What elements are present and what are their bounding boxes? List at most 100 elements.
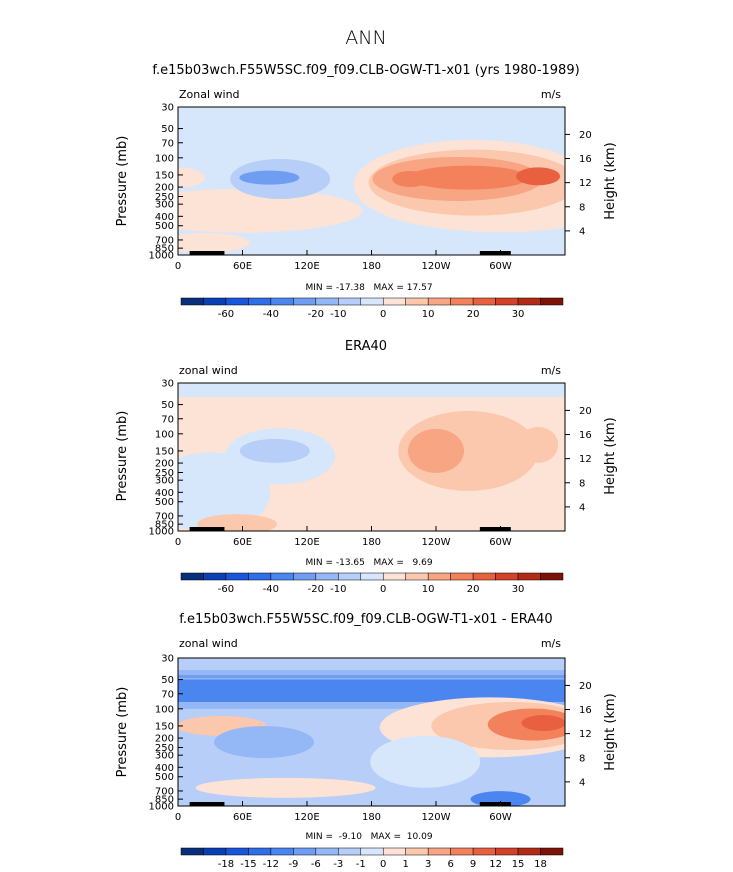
y2-tick-label: 16 [579, 705, 592, 716]
colorbar-swatch [427, 297, 451, 306]
y-tick-label: 30 [161, 379, 174, 390]
colorbar-swatch [203, 847, 227, 856]
colorbar-label: -20 [308, 309, 324, 320]
colorbar: -60 -40 -20 -10 0 10 20 30 [180, 572, 564, 595]
y-tick-label: 70 [161, 414, 174, 425]
colorbar-label: 3 [425, 859, 431, 870]
y-tick-label: 300 [155, 476, 174, 487]
y2-tick-label: 4 [579, 502, 585, 513]
y-tick-label: 300 [155, 200, 174, 211]
y-tick-label: 850 [155, 795, 174, 806]
y-tick-label: 150 [155, 170, 174, 181]
colorbar-swatch [203, 572, 227, 581]
x-tick-label: 60E [233, 537, 252, 548]
land-mask [479, 527, 511, 531]
y2-tick-label: 16 [579, 154, 592, 165]
panel-title: f.e15b03wch.F55W5SC.f09_f09.CLB-OGW-T1-x… [152, 63, 579, 78]
min-max-stats: MIN = -17.38 MAX = 17.57 [305, 283, 432, 293]
colorbar-swatch [450, 572, 474, 581]
y-tick-label: 400 [155, 488, 174, 499]
colorbar-swatch [540, 847, 564, 856]
contour-fill [197, 514, 278, 531]
x-tick-label: 180 [362, 261, 381, 272]
colorbar-swatch [270, 572, 294, 581]
colorbar-label: 9 [470, 859, 476, 870]
y2-tick-label: 8 [579, 478, 585, 489]
land-mask [189, 527, 225, 531]
y2-tick-label: 20 [579, 406, 592, 417]
y2-axis-title: Height (km) [603, 417, 618, 494]
colorbar-swatch [517, 297, 541, 306]
min-max-stats: MIN = -9.10 MAX = 10.09 [305, 832, 432, 842]
y-tick-label: 50 [161, 124, 174, 135]
x-tick-label: 60W [489, 812, 512, 823]
colorbar-swatch [427, 572, 451, 581]
x-tick-label: 120W [422, 537, 451, 548]
y-tick-label: 50 [161, 400, 174, 411]
land-mask [479, 802, 511, 806]
contour-fill [239, 170, 300, 185]
y-tick-label: 100 [155, 429, 174, 440]
y-tick-label: 500 [155, 497, 174, 508]
units-label: m/s [541, 637, 561, 650]
colorbar-label: 15 [512, 859, 525, 870]
y-tick-label: 70 [161, 689, 174, 700]
colorbar-label: -40 [263, 584, 279, 595]
colorbar-swatch [495, 572, 519, 581]
colorbar-label: 1 [403, 859, 409, 870]
panel-title: ERA40 [345, 339, 387, 354]
units-label: m/s [541, 88, 561, 101]
y-tick-label: 200 [155, 459, 174, 470]
colorbar-label: 20 [467, 584, 480, 595]
land-mask [189, 251, 225, 255]
contour-fill [408, 428, 464, 473]
colorbar-swatch [540, 572, 564, 581]
y-tick-label: 200 [155, 734, 174, 745]
y-tick-label: 50 [161, 675, 174, 686]
x-tick-label: 120W [422, 812, 451, 823]
colorbar-label: -40 [263, 309, 279, 320]
y2-tick-label: 16 [579, 430, 592, 441]
y-tick-label: 850 [155, 244, 174, 255]
colorbar-label: 0 [380, 309, 386, 320]
plot-area: 0 60E 120E 180 120W 60W3050701001502002503004… [149, 379, 592, 549]
colorbar-swatch [360, 572, 384, 581]
colorbar-swatch [427, 847, 451, 856]
contour-fill [408, 165, 529, 190]
y-axis-title: Pressure (mb) [115, 411, 130, 502]
panel-obs: ERA40 zonal wind m/s 0 60E 120E 180 120W 60W 3… [115, 339, 618, 595]
contour-fill [521, 715, 565, 732]
colorbar-swatch [315, 847, 339, 856]
y2-tick-label: 20 [579, 681, 592, 692]
y2-axis-title: Height (km) [603, 693, 618, 770]
field-label: Zonal wind [179, 88, 240, 101]
colorbar-swatch [270, 847, 294, 856]
colorbar-swatch [472, 297, 496, 306]
y-tick-label: 1000 [149, 527, 174, 538]
colorbar-swatch [338, 572, 362, 581]
x-tick-label: 60E [233, 261, 252, 272]
colorbar-swatch [540, 297, 564, 306]
y2-tick-label: 4 [579, 226, 585, 237]
x-tick-label: 120E [294, 537, 319, 548]
colorbar-swatch [270, 297, 294, 306]
field-label: zonal wind [179, 364, 238, 377]
x-tick-label: 120E [294, 812, 319, 823]
x-tick-label: 60W [489, 537, 512, 548]
y-tick-label: 500 [155, 221, 174, 232]
colorbar-label: 18 [534, 859, 547, 870]
colorbar-label: -9 [288, 859, 298, 870]
colorbar-swatch [405, 297, 429, 306]
contour-fill [178, 232, 250, 253]
colorbar-swatch [382, 297, 406, 306]
colorbar-swatch [360, 847, 384, 856]
colorbar-swatch [382, 847, 406, 856]
units-label: m/s [541, 364, 561, 377]
colorbar-label: -60 [218, 584, 234, 595]
x-tick-label: 180 [362, 537, 381, 548]
panel-diff: f.e15b03wch.F55W5SC.f09_f09.CLB-OGW-T1-x… [115, 612, 618, 870]
colorbar-label: -12 [263, 859, 279, 870]
panel-title: f.e15b03wch.F55W5SC.f09_f09.CLB-OGW-T1-x… [179, 612, 552, 627]
contour-fill [178, 167, 205, 188]
y-tick-label: 250 [155, 192, 174, 203]
